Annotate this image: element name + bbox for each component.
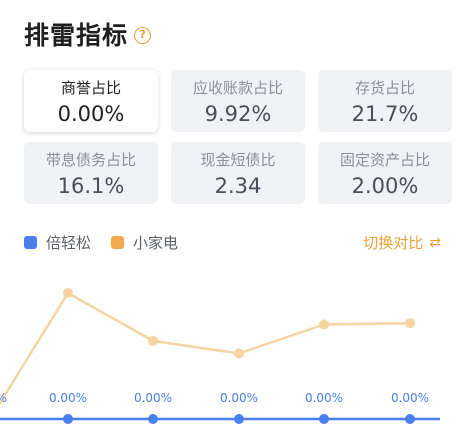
data-point-industry[interactable] <box>148 335 158 346</box>
data-point-industry[interactable] <box>234 348 244 359</box>
section-title: 排雷指标 <box>24 21 129 50</box>
metric-value: 21.7% <box>351 102 419 126</box>
data-label: 0.00% <box>305 391 343 405</box>
metric-label: 应收账款占比 <box>192 79 283 97</box>
data-point-industry[interactable] <box>319 319 329 330</box>
switch-compare-button[interactable]: 切换对比 ⇄ <box>363 232 441 253</box>
data-label: 0.00% <box>0 391 7 405</box>
data-point-company[interactable] <box>234 414 244 424</box>
metric-grid: 商誉占比 0.00% 应收账款占比 9.92% 存货占比 21.7% 带息债务占… <box>24 70 453 204</box>
data-point-company[interactable] <box>319 414 329 424</box>
data-label: 0.00% <box>49 391 87 405</box>
metric-label: 商誉占比 <box>60 79 121 97</box>
metric-value: 16.1% <box>57 174 125 198</box>
data-label: 0.00% <box>134 391 172 405</box>
data-point-company[interactable] <box>63 414 73 424</box>
legend-swatch-orange <box>111 236 125 249</box>
metric-value: 2.34 <box>214 174 262 198</box>
data-label: 0.00% <box>220 391 258 405</box>
legend-label: 小家电 <box>133 234 179 252</box>
legend-swatch-blue <box>24 236 37 249</box>
metric-value: 0.00% <box>57 102 125 126</box>
line-chart: 0.00% 0.00% 0.00% 0.00% 0.00% 0.00% <box>0 288 440 424</box>
legend-item-company[interactable]: 倍轻松 <box>24 232 91 253</box>
metric-card-interest-debt[interactable]: 带息债务占比 16.1% <box>24 142 158 204</box>
data-point-company[interactable] <box>148 414 158 424</box>
section-header: 排雷指标 ? <box>24 16 152 52</box>
metric-card-goodwill[interactable]: 商誉占比 0.00% <box>24 70 158 132</box>
metric-card-cash-short-debt[interactable]: 现金短债比 2.34 <box>171 142 305 204</box>
metric-label: 现金短债比 <box>200 151 276 169</box>
data-point-industry[interactable] <box>63 288 73 298</box>
switch-compare-label: 切换对比 <box>363 234 424 252</box>
metric-card-inventory[interactable]: 存货占比 21.7% <box>318 70 452 132</box>
data-point-industry[interactable] <box>405 318 415 329</box>
metric-label: 带息债务占比 <box>45 151 136 169</box>
metric-label: 固定资产占比 <box>339 151 430 169</box>
metric-card-receivables[interactable]: 应收账款占比 9.92% <box>171 70 305 132</box>
legend-item-industry[interactable]: 小家电 <box>111 232 178 253</box>
metric-value: 2.00% <box>351 174 419 198</box>
chart-legend: 倍轻松 小家电 <box>24 232 198 253</box>
data-point-company[interactable] <box>405 414 415 424</box>
metric-card-fixed-assets[interactable]: 固定资产占比 2.00% <box>318 142 452 204</box>
question-circle-icon[interactable]: ? <box>134 27 152 44</box>
metric-value: 9.92% <box>204 102 272 126</box>
data-label: 0.00% <box>391 391 429 405</box>
swap-icon: ⇄ <box>429 234 441 251</box>
legend-label: 倍轻松 <box>46 234 92 252</box>
series-line-industry <box>0 291 411 406</box>
metric-label: 存货占比 <box>354 79 415 97</box>
